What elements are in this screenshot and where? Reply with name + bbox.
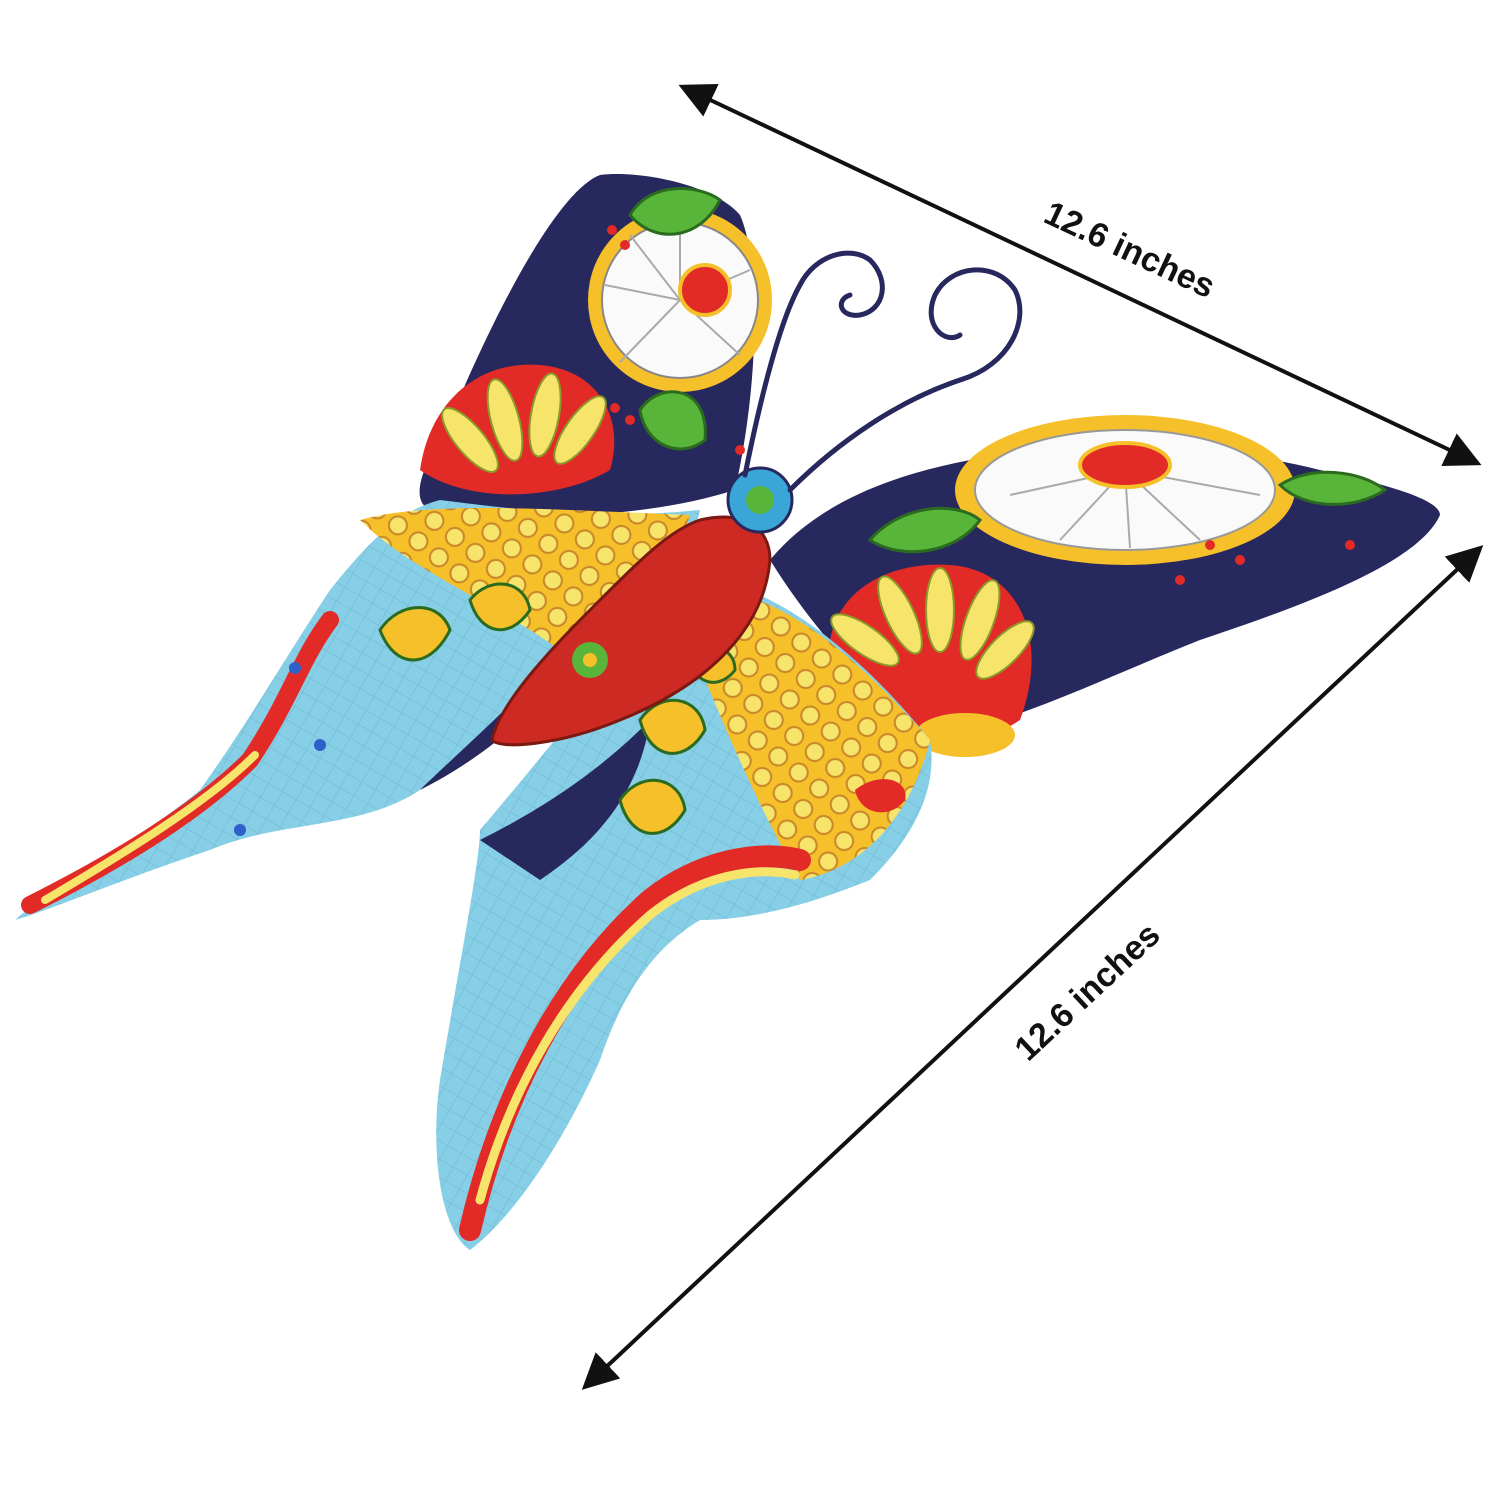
width-dimension-label: 12.6 inches <box>1039 194 1221 306</box>
white-flower-icon <box>588 208 772 392</box>
height-dimension-arrow <box>581 545 1484 1390</box>
green-flower-icon <box>572 642 608 678</box>
upper-left-wing <box>419 174 772 516</box>
red-fan-flower-icon <box>420 364 615 495</box>
width-dimension-arrow <box>678 84 1482 466</box>
height-dimension-label: 12.6 inches <box>1007 916 1167 1069</box>
white-flower-icon <box>955 415 1295 565</box>
